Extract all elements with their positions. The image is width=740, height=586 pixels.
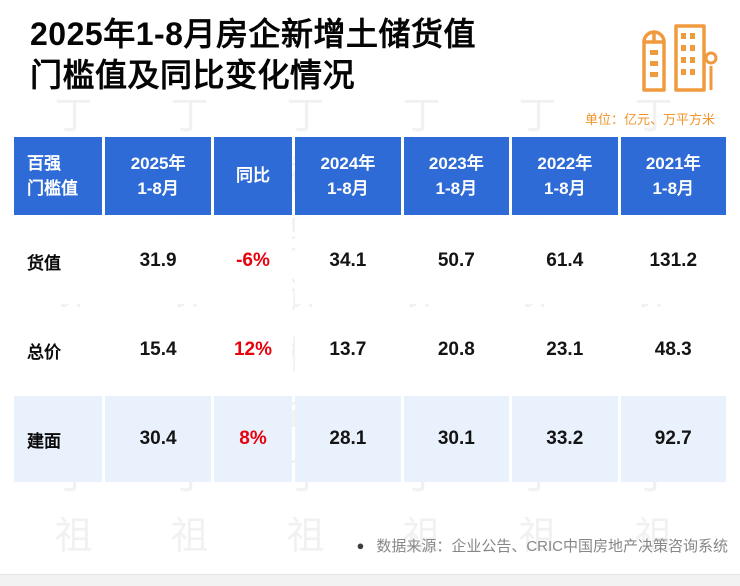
cell-yoy: -6%	[213, 218, 293, 304]
cell: 30.4	[105, 396, 211, 482]
cell: 48.3	[620, 307, 726, 393]
table-row-jianmian: 建面 30.4 8% 28.1 30.1 33.2 92.7	[14, 396, 726, 482]
row-label: 建面	[14, 396, 103, 482]
table-row-zongjia: 总价 15.4 12% 13.7 20.8 23.1 48.3	[14, 307, 726, 393]
header-row: 百强 门槛值 2025年 1-8月 同比 2024年 1-8月	[14, 137, 726, 215]
corner-line-1: 百强	[27, 153, 61, 173]
cell: 13.7	[295, 307, 401, 393]
cell: 50.7	[403, 218, 510, 304]
corner-line-2: 门槛值	[27, 179, 78, 198]
header: 2025年1-8月房企新增土储货值 门槛值及同比变化情况	[0, 0, 740, 101]
column-header-2025: 2025年 1-8月	[105, 137, 211, 215]
col-line: 1-8月	[137, 179, 179, 198]
column-header-yoy: 同比	[213, 137, 293, 215]
table-section: 单位：亿元、万平方米 百强 门槛值 2025年 1-8月 同比	[0, 101, 740, 485]
bottom-strip	[0, 574, 740, 586]
buildings-icon	[632, 16, 718, 101]
title-line-2: 门槛值及同比变化情况	[30, 56, 356, 93]
cell: 28.1	[295, 396, 401, 482]
data-source: ● 数据来源：企业公告、CRIC中国房地产决策咨询系统	[0, 535, 728, 556]
col-line: 1-8月	[652, 179, 695, 198]
row-label: 货值	[14, 218, 103, 304]
col-line: 1-8月	[435, 179, 478, 198]
column-header-2024: 2024年 1-8月	[295, 137, 401, 215]
col-line: 2021年	[645, 153, 701, 173]
unit-note: 单位：亿元、万平方米	[584, 112, 715, 127]
col-line: 2024年	[320, 153, 376, 173]
cell-yoy: 12%	[213, 307, 293, 393]
cell: 33.2	[512, 396, 618, 482]
col-line: 2023年	[428, 153, 484, 173]
col-line: 1-8月	[327, 179, 369, 198]
title-line-1: 2025年1-8月房企新增土储货值	[30, 16, 476, 52]
data-table: 百强 门槛值 2025年 1-8月 同比 2024年 1-8月	[11, 134, 729, 485]
table-row-huozhi: 货值 31.9 -6% 34.1 50.7 61.4 131.2	[14, 218, 726, 304]
row-label: 总价	[14, 307, 103, 393]
cell: 61.4	[512, 218, 618, 304]
column-header-2022: 2022年 1-8月	[512, 137, 618, 215]
cell: 31.9	[105, 218, 211, 304]
cell: 34.1	[295, 218, 401, 304]
corner-header: 百强 门槛值	[14, 137, 103, 215]
cell: 15.4	[105, 307, 211, 393]
cell: 23.1	[512, 307, 618, 393]
col-line: 2022年	[537, 153, 593, 173]
source-text: 数据来源：企业公告、CRIC中国房地产决策咨询系统	[376, 538, 728, 555]
bullet-icon: ●	[356, 538, 365, 553]
cell: 131.2	[620, 218, 726, 304]
cell: 20.8	[403, 307, 510, 393]
page-title: 2025年1-8月房企新增土储货值 门槛值及同比变化情况	[30, 14, 476, 96]
column-header-2023: 2023年 1-8月	[403, 137, 510, 215]
column-header-2021: 2021年 1-8月	[620, 137, 726, 215]
col-line: 同比	[235, 166, 270, 186]
cell-yoy: 8%	[213, 396, 293, 482]
cell: 30.1	[403, 396, 510, 482]
cell: 92.7	[620, 396, 726, 482]
col-line: 2025年	[130, 153, 186, 173]
col-line: 1-8月	[544, 179, 586, 198]
